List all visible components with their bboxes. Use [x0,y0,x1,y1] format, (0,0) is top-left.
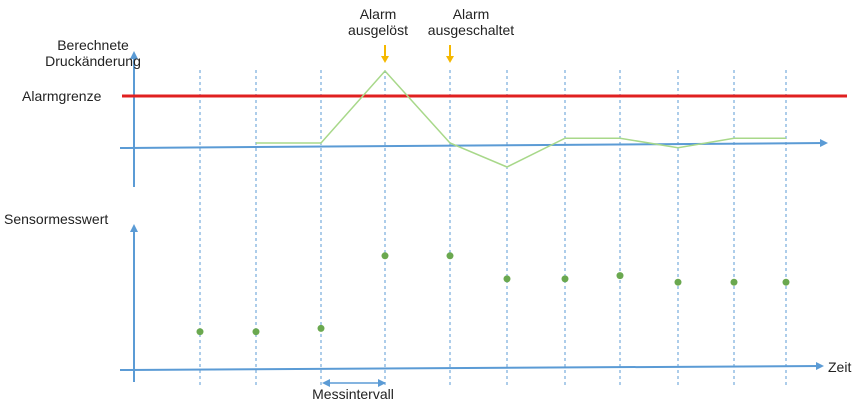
sensor-point [381,252,389,260]
sensor-point [616,272,624,280]
alarm-triggered-arrow [381,45,389,63]
upper-y-axis-label-line1: Berechnete [57,37,129,53]
sensor-point [252,328,260,336]
lower-y-axis-label: Sensormesswert [4,211,109,227]
sensor-point [782,278,790,286]
alarm-off-arrow [446,45,454,63]
alarm-off-label: Alarm ausgeschaltet [428,6,514,38]
sensor-point [196,328,204,336]
sensor-point [730,278,738,286]
alarm-triggered-label-line1: Alarm [359,6,397,22]
x-axis-label: Zeit [828,359,852,375]
upper-x-axis [119,139,828,149]
upper-y-axis-label-line2: Druckänderung [45,53,141,69]
sensor-point [317,324,325,332]
computed-pressure-change-line [256,69,786,168]
measurement-grid-lines [199,70,787,386]
alarm-limit-label: Alarmgrenze [22,88,102,104]
alarm-triggered-label: Alarm ausgelöst [348,6,408,38]
alarm-off-label-line2: ausgeschaltet [427,22,515,38]
sensor-point [446,252,454,260]
interval-label: Messintervall [312,386,394,402]
upper-y-axis-label: Berechnete Druckänderung [45,37,141,69]
sensor-point [503,275,511,283]
sensor-points [196,252,790,336]
sensor-point [674,278,682,286]
lower-x-axis [119,362,824,371]
alarm-off-label-line1: Alarm [452,6,490,22]
alarm-triggered-label-line2: ausgelöst [348,22,408,38]
sensor-point [561,275,569,283]
